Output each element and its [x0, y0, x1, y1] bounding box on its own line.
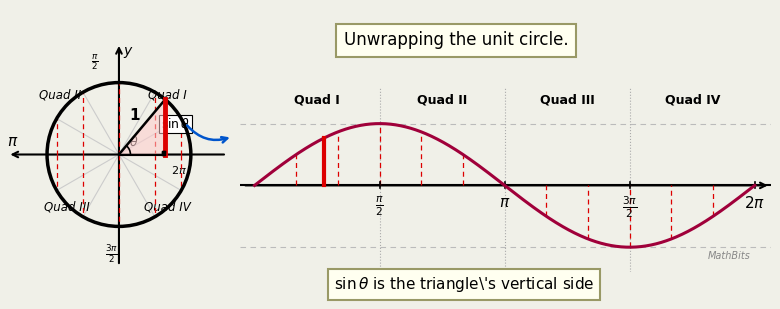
Text: $\frac{\pi}{2}$: $\frac{\pi}{2}$: [375, 195, 384, 218]
Text: $\frac{\pi}{2}$: $\frac{\pi}{2}$: [91, 53, 99, 72]
Text: $\frac{3\pi}{2}$: $\frac{3\pi}{2}$: [622, 195, 637, 220]
Text: Quad II: Quad II: [39, 88, 81, 101]
Text: Quad I: Quad I: [148, 88, 187, 101]
Text: $2\pi$: $2\pi$: [171, 164, 186, 176]
Text: $\pi$: $\pi$: [8, 134, 19, 149]
Text: Quad II: Quad II: [417, 94, 467, 107]
Text: Quad IV: Quad IV: [665, 94, 720, 107]
Text: MathBits: MathBits: [708, 251, 750, 261]
Text: $\sin\theta$ is the triangle\'s vertical side: $\sin\theta$ is the triangle\'s vertical…: [334, 275, 594, 294]
Text: $\theta$: $\theta$: [129, 135, 139, 150]
Text: Quad III: Quad III: [540, 94, 594, 107]
Text: $\mathbf{1}$: $\mathbf{1}$: [129, 107, 140, 123]
Text: Unwrapping the unit circle.: Unwrapping the unit circle.: [344, 31, 569, 49]
Polygon shape: [161, 151, 165, 154]
Text: Quad IV: Quad IV: [144, 201, 191, 214]
Text: Quad III: Quad III: [44, 201, 90, 214]
Text: $\frac{3\pi}{2}$: $\frac{3\pi}{2}$: [105, 243, 119, 265]
Text: $\sin\theta$: $\sin\theta$: [161, 117, 190, 131]
Text: Quad I: Quad I: [294, 94, 340, 107]
Text: $y$: $y$: [123, 45, 134, 60]
Text: $\pi$: $\pi$: [499, 195, 510, 210]
Polygon shape: [119, 99, 165, 154]
Text: $2\pi$: $2\pi$: [744, 195, 765, 211]
